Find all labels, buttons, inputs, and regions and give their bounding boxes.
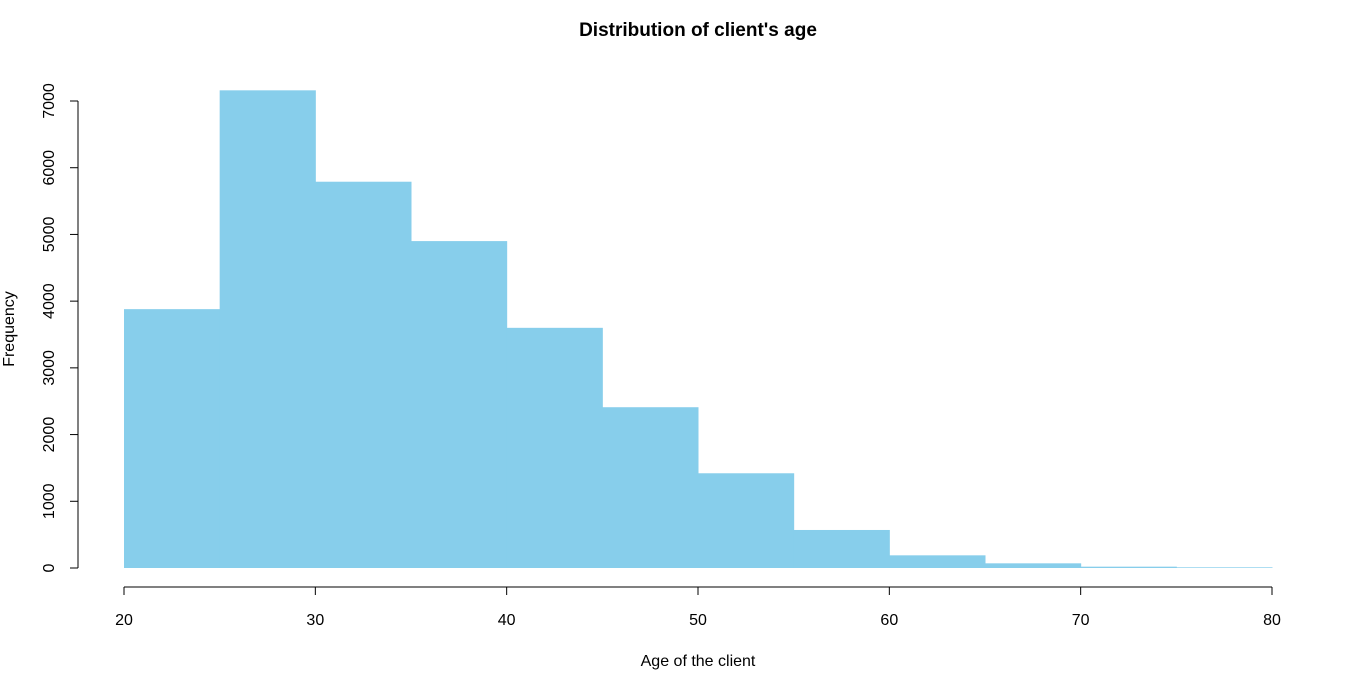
x-tick-label: 40 [498, 612, 516, 629]
x-tick-label: 50 [689, 612, 707, 629]
histogram-bar [889, 555, 986, 568]
y-tick-label: 4000 [41, 283, 58, 319]
histogram-bar [124, 309, 221, 568]
y-tick-label: 3000 [41, 350, 58, 386]
histogram-bars [124, 90, 1273, 568]
histogram-bar [602, 407, 699, 568]
histogram-bar [1080, 566, 1177, 568]
histogram-bar [506, 327, 603, 568]
histogram-bar [219, 90, 316, 568]
y-tick-label: 1000 [41, 483, 58, 519]
chart-title: Distribution of client's age [579, 20, 817, 41]
histogram-bar [793, 529, 890, 568]
x-tick-label: 60 [880, 612, 898, 629]
x-tick-label: 70 [1072, 612, 1090, 629]
y-tick-label: 2000 [41, 417, 58, 453]
histogram-bar [315, 181, 412, 568]
histogram-bar [411, 241, 508, 568]
x-tick-label: 30 [306, 612, 324, 629]
y-tick-label: 6000 [41, 150, 58, 186]
y-tick-label: 7000 [41, 83, 58, 119]
histogram-bar [698, 473, 795, 568]
histogram-bar [1176, 567, 1273, 568]
y-tick-label: 5000 [41, 217, 58, 253]
y-axis-label: Frequency [1, 291, 18, 367]
x-axis: 20 30 40 50 60 70 80 [115, 586, 1281, 629]
histogram-bar [985, 563, 1082, 568]
y-tick-label: 0 [41, 563, 58, 572]
x-tick-label: 80 [1263, 612, 1281, 629]
y-axis: 0 1000 2000 3000 4000 5000 6000 7000 [41, 83, 79, 572]
x-tick-label: 20 [115, 612, 133, 629]
x-axis-label: Age of the client [641, 653, 756, 670]
